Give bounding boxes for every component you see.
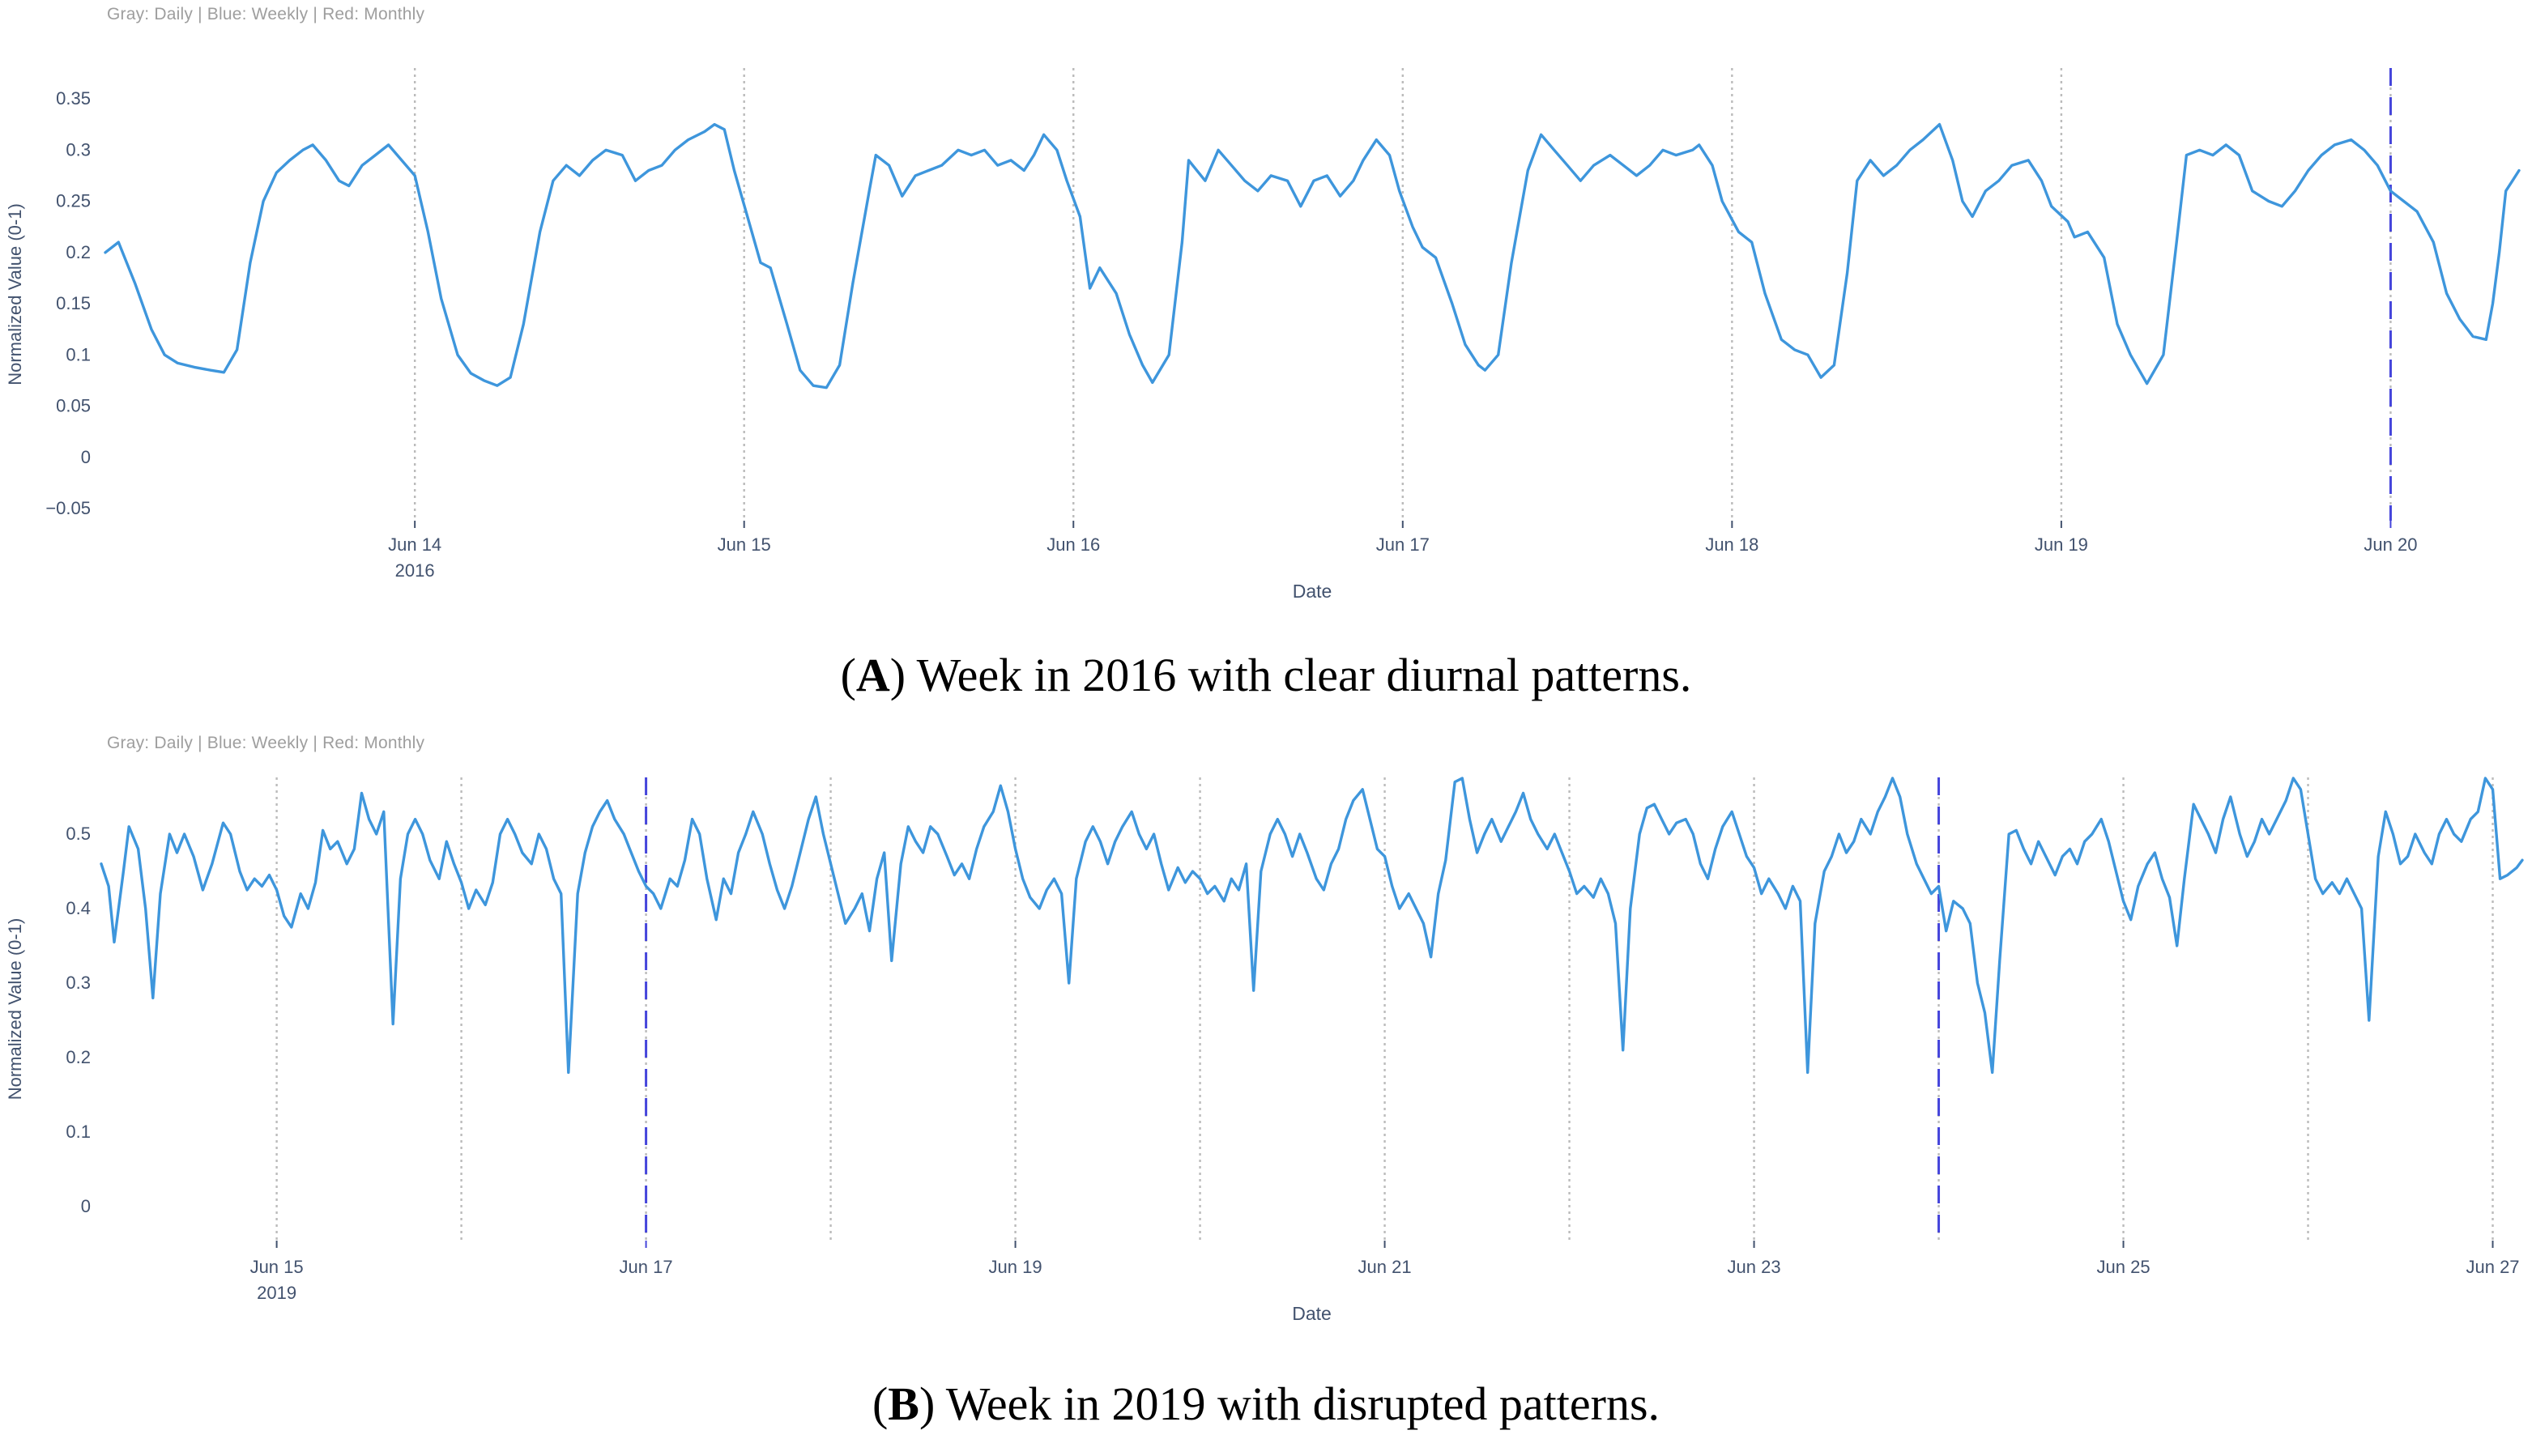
x-tick-label: Jun 14 <box>388 534 441 555</box>
x-tick-label: Jun 16 <box>1046 534 1100 555</box>
y-tick-label: 0.05 <box>56 396 91 416</box>
panel-b-caption: (B) Week in 2019 with disrupted patterns… <box>0 1377 2532 1431</box>
x-tick-label: Jun 27 <box>2466 1257 2519 1277</box>
x-tick-label: Jun 20 <box>2364 534 2417 555</box>
x-tick-label: Jun 15 <box>718 534 771 555</box>
y-tick-label: 0 <box>81 1196 91 1216</box>
timeseries-line <box>104 122 2521 390</box>
panel-a-caption: (A) Week in 2016 with clear diurnal patt… <box>0 648 2532 702</box>
caption-a-close-paren: ) <box>889 649 917 701</box>
y-tick-label: 0.15 <box>56 293 91 313</box>
y-tick-label: 0.25 <box>56 191 91 211</box>
x-tick-label: Jun 19 <box>2035 534 2088 555</box>
x-tick-label: Jun 17 <box>620 1257 673 1277</box>
y-tick-label: 0.2 <box>66 242 91 262</box>
x-tick-label: Jun 21 <box>1358 1257 1412 1277</box>
caption-a-open-paren: ( <box>840 649 856 701</box>
y-tick-label: 0 <box>81 447 91 467</box>
x-tick-label: Jun 19 <box>989 1257 1042 1277</box>
x-tick-label: Jun 15 <box>250 1257 304 1277</box>
panel-b-legend-note: Gray: Daily | Blue: Weekly | Red: Monthl… <box>107 734 425 752</box>
panel-b: 0.5 0.4 0.3 0.2 0.1 0 Jun 15 2019 Jun 17 Jun 19 Ju… <box>0 729 2532 1344</box>
y-axis-title: Normalized Value (0-1) <box>5 918 25 1101</box>
y-axis-title: Normalized Value (0-1) <box>5 203 25 385</box>
x-tick-year-label: 2016 <box>395 560 435 581</box>
panel-a-legend-note: Gray: Daily | Blue: Weekly | Red: Monthl… <box>107 5 425 23</box>
caption-b-text: Week in 2019 with disrupted patterns. <box>945 1377 1660 1430</box>
caption-a-letter: A <box>855 649 890 701</box>
timeseries-line <box>100 777 2524 1075</box>
y-tick-label: 0.4 <box>66 898 91 918</box>
x-axis-title: Date <box>1293 581 1332 602</box>
x-tick-label: Jun 17 <box>1376 534 1430 555</box>
y-tick-label: 0.3 <box>66 139 91 160</box>
y-tick-label: 0.1 <box>66 1122 91 1142</box>
panel-a: 0.35 0.3 0.25 0.2 0.15 0.1 0.05 0 −0.05 Jun 14 201… <box>0 0 2532 620</box>
x-axis-title: Date <box>1292 1303 1332 1324</box>
panel-a-plot: 0.35 0.3 0.25 0.2 0.15 0.1 0.05 0 −0.05 Jun 14 201… <box>5 68 2521 602</box>
y-tick-label: −0.05 <box>45 498 91 518</box>
x-tick-label: Jun 18 <box>1705 534 1758 555</box>
x-tick-year-label: 2019 <box>257 1283 296 1303</box>
x-tick-label: Jun 23 <box>1728 1257 1781 1277</box>
caption-b-letter: B <box>888 1377 919 1430</box>
caption-b-close-paren: ) <box>919 1377 946 1430</box>
y-tick-label: 0.5 <box>66 824 91 844</box>
y-tick-label: 0.2 <box>66 1047 91 1067</box>
y-tick-label: 0.3 <box>66 973 91 993</box>
y-tick-label: 0.1 <box>66 344 91 364</box>
panel-b-plot: 0.5 0.4 0.3 0.2 0.1 0 Jun 15 2019 Jun 17 Jun 19 Ju… <box>5 777 2524 1324</box>
x-tick-label: Jun 25 <box>2097 1257 2150 1277</box>
caption-b-open-paren: ( <box>872 1377 889 1430</box>
y-tick-label: 0.35 <box>56 88 91 109</box>
caption-a-text: Week in 2016 with clear diurnal patterns… <box>916 649 1692 701</box>
